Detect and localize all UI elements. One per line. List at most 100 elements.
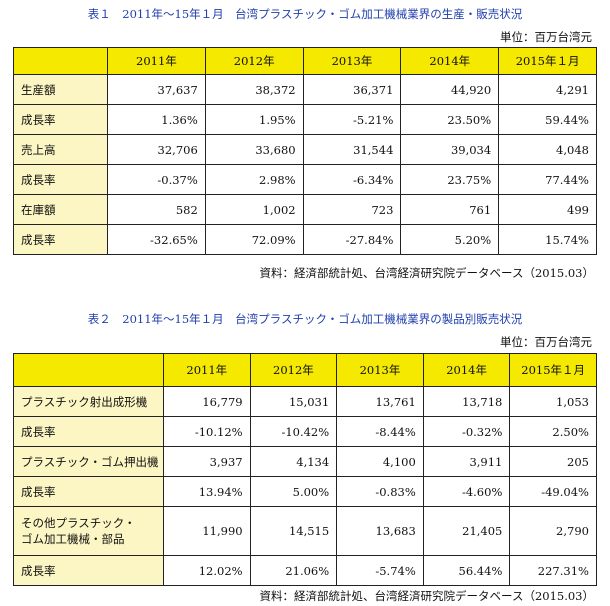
row-label: その他プラスチック・ ゴム加工機械・部品 (13, 506, 164, 556)
row-label: 生産額 (13, 74, 108, 105)
value-cell: 21.06% (249, 555, 338, 586)
value-cell: 44,920 (400, 74, 500, 105)
table1-source: 資料：経済部統計処、台湾経済研究院データベース（2015.03） (259, 266, 594, 280)
row-label: 成長率 (13, 555, 164, 586)
value-cell: -5.21% (302, 104, 402, 135)
value-cell: 1,053 (509, 386, 597, 417)
value-cell: -10.42% (249, 416, 338, 447)
row-label-line: その他プラスチック・ (21, 516, 136, 530)
value-cell: -0.83% (336, 476, 424, 507)
value-cell: 4,100 (336, 446, 424, 477)
value-cell: 23.50% (400, 104, 500, 135)
value-cell: 1.95% (204, 104, 304, 135)
column-header: 2014年 (400, 47, 500, 75)
value-cell: 31,544 (302, 134, 402, 165)
column-header: 2011年 (163, 353, 251, 387)
column-header: 2011年 (107, 47, 206, 75)
product-sales-table: 2011年 2012年 2013年 2014年 2015年１月 プラスチック射出… (13, 353, 597, 586)
table-row: 生産額 37,637 38,372 36,371 44,920 4,291 (13, 74, 597, 105)
row-label: 成長率 (13, 104, 108, 135)
column-header: 2015年１月 (509, 353, 597, 387)
table-row: 売上高 32,706 33,680 31,544 39,034 4,048 (13, 134, 597, 165)
corner-cell (13, 353, 164, 387)
value-cell: -27.84% (302, 224, 402, 255)
table2-caption: 表２ 2011年〜15年１月 台湾プラスチック・ゴム加工機械業界の製品別販売状況 (87, 312, 523, 326)
value-cell: 2.50% (509, 416, 597, 447)
row-label: 売上高 (13, 134, 108, 165)
value-cell: 12.02% (163, 555, 251, 586)
value-cell: 21,405 (422, 506, 511, 556)
value-cell: 582 (107, 194, 206, 225)
table2-unit: 単位：百万台湾元 (500, 335, 592, 349)
value-cell: 4,048 (498, 134, 597, 165)
row-label: 成長率 (13, 416, 164, 447)
value-cell: 15.74% (498, 224, 597, 255)
value-cell: 59.44% (498, 104, 597, 135)
table-row: プラスチック射出成形機 16,779 15,031 13,761 13,718 … (13, 386, 597, 417)
value-cell: 33,680 (204, 134, 304, 165)
value-cell: 2.98% (204, 164, 304, 195)
table1-caption: 表１ 2011年〜15年１月 台湾プラスチック・ゴム加工機械業界の生産・販売状況 (87, 7, 523, 21)
value-cell: 32,706 (107, 134, 206, 165)
value-cell: 5.20% (400, 224, 500, 255)
value-cell: 39,034 (400, 134, 500, 165)
value-cell: 1.36% (107, 104, 206, 135)
value-cell: -6.34% (302, 164, 402, 195)
value-cell: -0.32% (422, 416, 511, 447)
column-header: 2013年 (336, 353, 424, 387)
table-row: 成長率 -32.65% 72.09% -27.84% 5.20% 15.74% (13, 224, 597, 255)
value-cell: 77.44% (498, 164, 597, 195)
value-cell: -49.04% (509, 476, 597, 507)
value-cell: 13,718 (422, 386, 511, 417)
table-row: 成長率 -10.12% -10.42% -8.44% -0.32% 2.50% (13, 416, 597, 447)
value-cell: 3,911 (422, 446, 511, 477)
row-label: 在庫額 (13, 194, 108, 225)
value-cell: 227.31% (509, 555, 597, 586)
row-label: 成長率 (13, 476, 164, 507)
production-sales-table: 2011年 2012年 2013年 2014年 2015年１月 生産額 37,6… (13, 47, 597, 255)
value-cell: -32.65% (107, 224, 206, 255)
value-cell: 72.09% (204, 224, 304, 255)
value-cell: -8.44% (336, 416, 424, 447)
table-row: 成長率 -0.37% 2.98% -6.34% 23.75% 77.44% (13, 164, 597, 195)
table-row: 在庫額 582 1,002 723 761 499 (13, 194, 597, 225)
value-cell: 38,372 (204, 74, 304, 105)
value-cell: 3,937 (163, 446, 251, 477)
value-cell: 13,683 (336, 506, 424, 556)
value-cell: 14,515 (249, 506, 338, 556)
table2-source: 資料：経済部統計処、台湾経済研究院データベース（2015.03） (259, 589, 594, 603)
value-cell: 2,790 (509, 506, 597, 556)
value-cell: 16,779 (163, 386, 251, 417)
value-cell: 13,761 (336, 386, 424, 417)
row-label-line: ゴム加工機械・部品 (21, 532, 125, 546)
corner-cell (13, 47, 108, 75)
value-cell: -5.74% (336, 555, 424, 586)
column-header: 2012年 (249, 353, 338, 387)
row-label: プラスチック・ゴム押出機 (13, 446, 164, 477)
value-cell: -10.12% (163, 416, 251, 447)
row-label: 成長率 (13, 224, 108, 255)
value-cell: 4,291 (498, 74, 597, 105)
table-row: その他プラスチック・ ゴム加工機械・部品 11,990 14,515 13,683… (13, 506, 597, 556)
value-cell: -4.60% (422, 476, 511, 507)
value-cell: 5.00% (249, 476, 338, 507)
value-cell: 15,031 (249, 386, 338, 417)
table-row: 成長率 1.36% 1.95% -5.21% 23.50% 59.44% (13, 104, 597, 135)
value-cell: 723 (302, 194, 402, 225)
table1-unit: 単位：百万台湾元 (500, 30, 592, 44)
value-cell: 23.75% (400, 164, 500, 195)
value-cell: 1,002 (204, 194, 304, 225)
value-cell: 205 (509, 446, 597, 477)
column-header: 2013年 (302, 47, 402, 75)
value-cell: -0.37% (107, 164, 206, 195)
column-header: 2014年 (422, 353, 511, 387)
table-row: プラスチック・ゴム押出機 3,937 4,134 4,100 3,911 205 (13, 446, 597, 477)
row-label: 成長率 (13, 164, 108, 195)
value-cell: 37,637 (107, 74, 206, 105)
column-header: 2012年 (204, 47, 304, 75)
table-header-row: 2011年 2012年 2013年 2014年 2015年１月 (13, 47, 597, 75)
value-cell: 13.94% (163, 476, 251, 507)
value-cell: 761 (400, 194, 500, 225)
row-label: プラスチック射出成形機 (13, 386, 164, 417)
value-cell: 11,990 (163, 506, 251, 556)
